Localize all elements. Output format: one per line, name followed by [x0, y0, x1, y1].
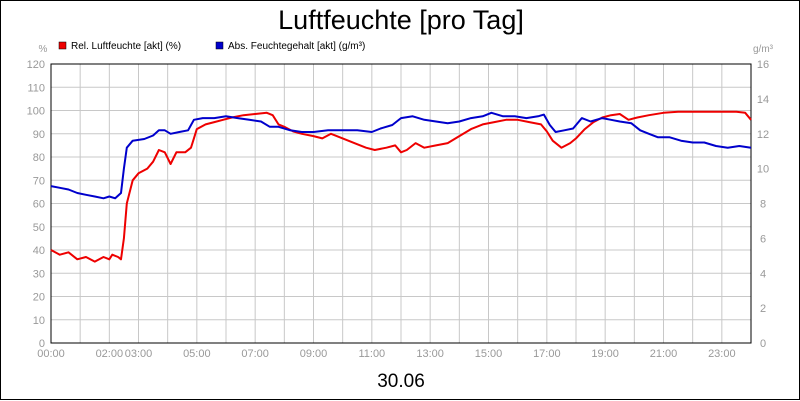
x-tick-label: 15:00: [475, 348, 503, 360]
left-y-tick-label: 0: [39, 338, 45, 350]
left-y-tick-label: 20: [33, 292, 45, 304]
x-tick-label: 09:00: [300, 348, 328, 360]
x-tick-label: 07:00: [241, 348, 269, 360]
right-y-tick-label: 6: [760, 233, 766, 245]
right-y-tick-label: 4: [760, 268, 766, 280]
date-label: 30.06: [377, 371, 425, 392]
left-y-tick-label: 110: [27, 82, 45, 94]
x-tick-label: 11:00: [358, 348, 385, 360]
left-y-tick-label: 100: [27, 106, 45, 118]
x-axis: 00:00 02:00 03:00 05:00 07:00 09:00 11:00 13:00…: [37, 348, 735, 360]
x-tick-label: 05:00: [183, 348, 211, 360]
chart-title: Luftfeuchte [pro Tag]: [278, 5, 524, 35]
left-y-tick-label: 30: [33, 268, 45, 280]
right-y-tick-label: 14: [757, 94, 769, 106]
right-y-tick-label: 0: [760, 338, 766, 350]
left-y-tick-label: 10: [33, 315, 45, 327]
plot-area-border: [50, 63, 752, 344]
right-y-tick-label: 2: [760, 303, 766, 315]
right-axis-unit: g/m³: [753, 44, 774, 55]
x-tick-label: 19:00: [591, 348, 619, 360]
left-y-tick-label: 80: [33, 152, 45, 164]
legend-swatch-abs: [215, 41, 224, 50]
right-y-tick-label: 8: [760, 199, 766, 211]
x-tick-label: 00:00: [37, 348, 65, 360]
left-y-tick-label: 90: [33, 129, 45, 141]
x-tick-label: 03:00: [125, 348, 153, 360]
x-tick-label: 13:00: [416, 348, 444, 360]
left-axis-unit: %: [39, 44, 48, 55]
right-y-tick-label: 16: [757, 59, 769, 71]
right-y-tick-label: 12: [757, 129, 769, 141]
grid: [50, 63, 752, 344]
left-y-tick-label: 50: [33, 222, 45, 234]
legend-label-abs: Abs. Feuchtegehalt [akt] (g/m³): [228, 41, 365, 52]
series-line-abs-humidity: [50, 111, 752, 200]
left-y-tick-label: 70: [33, 175, 45, 187]
right-y-tick-label: 10: [757, 164, 769, 176]
left-y-tick-label: 60: [33, 199, 45, 211]
x-tick-label: 23:00: [708, 348, 736, 360]
left-y-tick-label: 40: [33, 245, 45, 257]
x-tick-label: 17:00: [533, 348, 561, 360]
left-y-axis: 0 10 20 30 40 50 60 70 80 90 100 110 120: [27, 59, 45, 350]
x-tick-label: 02:00: [96, 348, 124, 360]
legend-swatch-rel: [58, 41, 67, 50]
legend-label-rel: Rel. Luftfeuchte [akt] (%): [71, 41, 181, 52]
x-tick-label: 21:00: [650, 348, 678, 360]
left-y-tick-label: 120: [27, 59, 45, 71]
series-lines: [50, 110, 752, 263]
right-y-axis: 0 2 4 6 8 10 12 14 16: [757, 59, 769, 350]
